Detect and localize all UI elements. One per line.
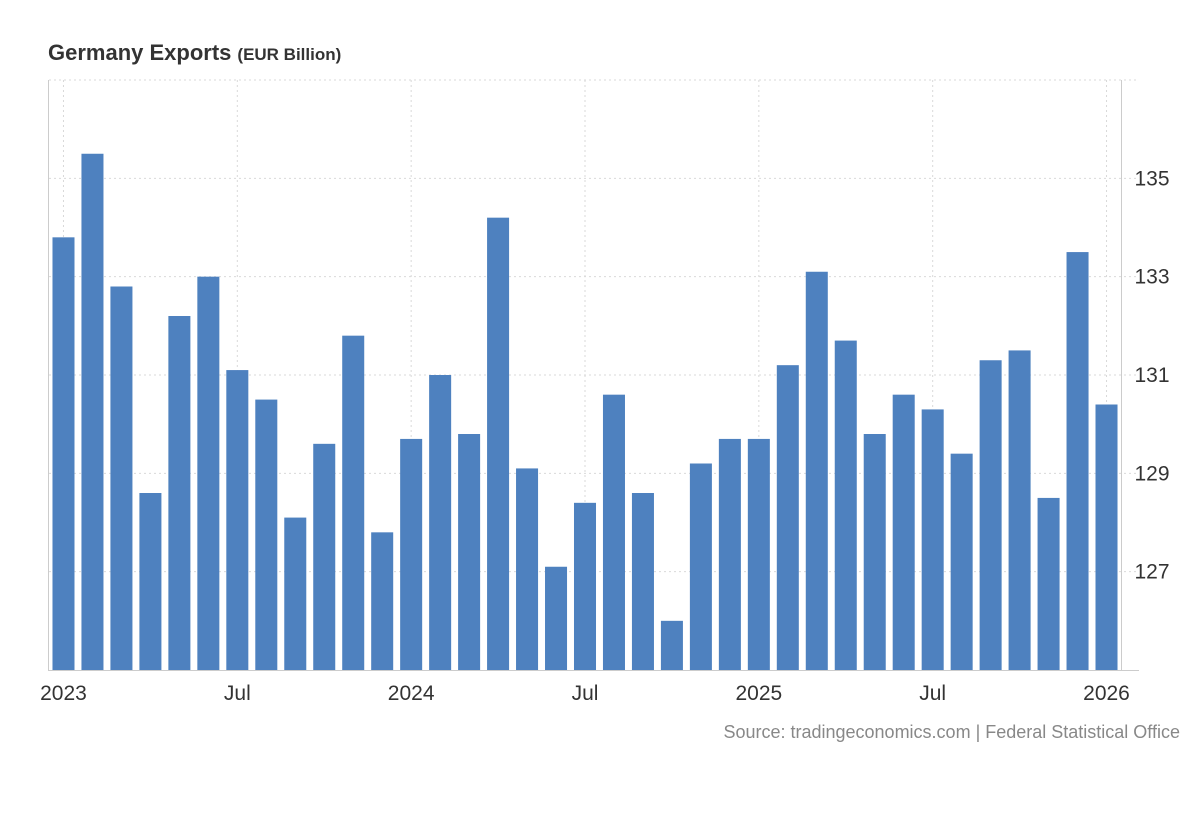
- bar-2025-09: [979, 360, 1002, 670]
- bar-2024-06: [545, 566, 568, 670]
- bar-2023-02: [81, 153, 104, 670]
- bar-2024-01: [400, 438, 423, 670]
- bar-2023-04: [139, 493, 162, 670]
- bar-2023-06: [197, 276, 220, 670]
- bar-2024-04: [487, 217, 510, 671]
- bar-2025-10: [1008, 350, 1031, 670]
- bar-2024-07: [573, 502, 597, 670]
- bar-2023-09: [284, 517, 307, 670]
- chart-title-unit: (EUR Billion): [237, 45, 341, 64]
- y-tick-label: 135: [1134, 167, 1169, 190]
- bar-series: [52, 153, 1118, 671]
- x-tick-label: 2023: [40, 682, 87, 705]
- bar-2024-09: [631, 493, 654, 670]
- bar-2025-06: [892, 394, 915, 670]
- bar-2023-05: [168, 316, 191, 670]
- x-tick-label: 2025: [735, 682, 782, 705]
- bar-2023-01: [52, 237, 75, 670]
- chart-title-main: Germany Exports: [48, 40, 231, 65]
- bar-2024-05: [516, 468, 539, 670]
- x-tick-label: 2024: [388, 682, 435, 705]
- bar-2023-08: [255, 399, 278, 670]
- x-tick-label: Jul: [572, 682, 599, 705]
- bar-2025-04: [834, 340, 857, 670]
- y-axis-ticks: 127 129 131 133 135: [1134, 167, 1169, 583]
- bar-2024-12: [718, 438, 741, 670]
- bar-2024-03: [458, 434, 481, 670]
- x-axis-ticks: 2023 Jul 2024 Jul 2025 Jul 2026: [40, 682, 1130, 705]
- bar-2023-11: [342, 335, 365, 670]
- bar-2023-07: [226, 370, 249, 670]
- bar-2025-07: [921, 409, 944, 670]
- bar-2025-08: [950, 453, 973, 670]
- bar-2025-12: [1066, 252, 1089, 670]
- x-tick-label: Jul: [919, 682, 946, 705]
- bar-2024-10: [660, 620, 683, 670]
- y-tick-label: 133: [1134, 266, 1169, 289]
- bar-2024-02: [429, 375, 452, 670]
- bar-2024-11: [689, 463, 712, 670]
- bar-2024-08: [602, 394, 625, 670]
- chart-title: Germany Exports (EUR Billion): [48, 40, 341, 65]
- bar-2025-01: [747, 438, 770, 670]
- y-tick-label: 127: [1134, 561, 1169, 584]
- source-note: Source: tradingeconomics.com | Federal S…: [723, 722, 1180, 742]
- axes: [48, 80, 1139, 671]
- y-tick-label: 131: [1134, 364, 1169, 387]
- y-tick-label: 129: [1134, 462, 1169, 485]
- bar-2023-03: [110, 286, 133, 670]
- bar-2023-10: [313, 443, 336, 670]
- bar-2026-01: [1095, 404, 1118, 670]
- bar-2025-11: [1037, 497, 1060, 670]
- bar-2023-12: [371, 532, 394, 670]
- bar-2025-03: [805, 271, 828, 670]
- x-tick-label: 2026: [1083, 682, 1130, 705]
- bar-2025-05: [863, 434, 886, 670]
- bar-2025-02: [776, 365, 799, 670]
- x-tick-label: Jul: [224, 682, 251, 705]
